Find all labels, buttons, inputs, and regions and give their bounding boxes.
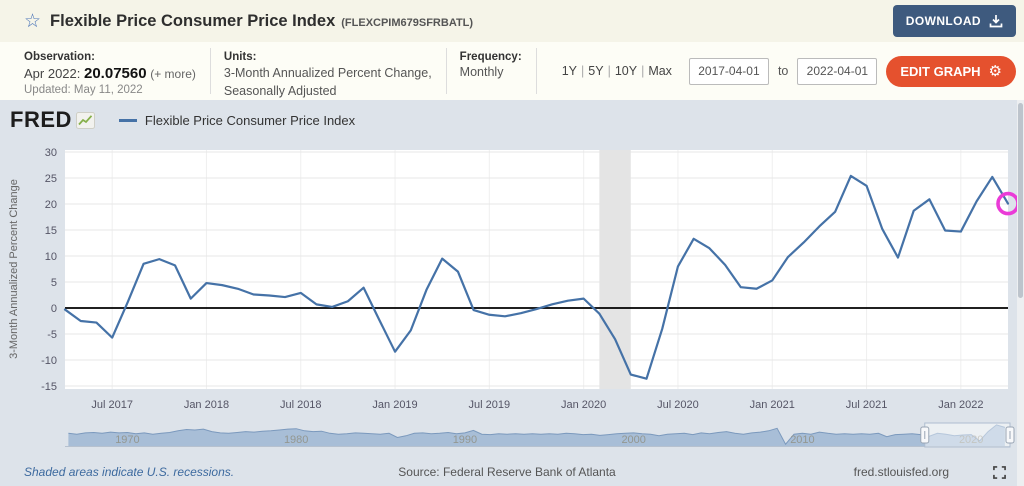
minimap-decade-label: 1990: [453, 434, 477, 446]
x-tick-label: Jan 2019: [372, 399, 417, 411]
date-to-label: to: [777, 64, 789, 78]
series-line: [63, 174, 1010, 380]
units-line1: 3-Month Annualized Percent Change,: [223, 66, 432, 80]
series-title: Flexible Price Consumer Price Index: [50, 11, 336, 30]
y-axis-title: 3-Month Annualized Percent Change: [8, 179, 20, 359]
graph-header-row: FRED Flexible Price Consumer Price Index: [0, 100, 1024, 140]
plot-area: [65, 150, 1008, 389]
series-id: (FLEXCPIM679SFRBATL): [341, 16, 474, 29]
range-separator: |: [641, 64, 645, 78]
minimap-decade-label: 1970: [115, 434, 139, 446]
y-tick-label: 20: [45, 199, 57, 211]
range-selector: 1Y | 5Y | 10Y | Max: [562, 64, 672, 78]
x-tick-label: Jul 2019: [469, 399, 511, 411]
fred-url-link[interactable]: fred.stlouisfed.org: [853, 465, 949, 479]
range-10y[interactable]: 10Y: [614, 64, 638, 78]
date-to-input[interactable]: [797, 57, 878, 85]
frequency-value: Monthly: [459, 65, 504, 79]
observation-block: Observation: Apr 2022: 20.07560 (+ more)…: [24, 48, 211, 96]
y-tick-label: 10: [45, 251, 57, 263]
minimap-selected-range[interactable]: [924, 422, 1011, 448]
graph-toolbar: 1Y|5Y|10Y|Max to EDIT GRAPH ⚙: [562, 48, 1018, 94]
y-tick-label: 25: [45, 173, 57, 185]
units-block: Units: 3-Month Annualized Percent Change…: [223, 48, 447, 98]
observation-updated: Updated: May 11, 2022: [24, 84, 143, 96]
frequency-block: Frequency: Monthly: [460, 48, 537, 94]
recession-band: [599, 150, 631, 389]
range-separator: |: [581, 64, 585, 78]
y-tick-label: 30: [45, 147, 57, 159]
x-tick-label: Jul 2021: [846, 399, 888, 411]
meta-bar: Observation: Apr 2022: 20.07560 (+ more)…: [0, 42, 1024, 100]
y-tick-label: 5: [51, 277, 57, 289]
chart-legend: Flexible Price Consumer Price Index: [118, 112, 356, 128]
units-line2: Seasonally Adjusted: [223, 83, 337, 98]
range-separator: |: [607, 64, 611, 78]
observation-more-link[interactable]: (+ more): [150, 67, 196, 81]
range-5y[interactable]: 5Y: [588, 64, 604, 78]
download-label: DOWNLOAD: [905, 14, 981, 28]
x-tick-label: Jul 2020: [657, 399, 699, 411]
frequency-label: Frequency:: [459, 51, 522, 63]
favorite-star-icon[interactable]: ☆: [24, 10, 42, 32]
download-icon: [989, 15, 1003, 28]
minimap-decade-label: 2010: [790, 434, 814, 446]
scrollbar-thumb[interactable]: [1018, 103, 1023, 298]
graph-section: FRED Flexible Price Consumer Price Index…: [0, 100, 1024, 486]
x-tick-label: Jan 2018: [184, 399, 229, 411]
observation-label: Observation:: [24, 51, 95, 63]
y-tick-label: -10: [41, 355, 57, 367]
page-scrollbar[interactable]: [1017, 100, 1024, 486]
y-tick-label: 0: [51, 303, 57, 315]
fullscreen-icon[interactable]: [993, 465, 1006, 479]
y-tick-label: -15: [41, 381, 57, 393]
x-tick-label: Jan 2021: [750, 399, 795, 411]
fred-logo: FRED: [10, 107, 95, 133]
date-from-input[interactable]: [688, 57, 769, 85]
x-tick-label: Jan 2020: [561, 399, 606, 411]
price-index-chart[interactable]: 30 25 20 15 10 5 0 -5 -10 -15 Jul 2017 Jan 2018 Jul …: [0, 140, 1024, 456]
page-title: Flexible Price Consumer Price Index (FLE…: [50, 12, 473, 31]
fred-logo-chart-icon: [75, 111, 95, 129]
download-button[interactable]: DOWNLOAD: [892, 5, 1016, 37]
range-1y[interactable]: 1Y: [561, 64, 578, 78]
legend-series-name: Flexible Price Consumer Price Index: [144, 112, 356, 128]
fred-logo-text: FRED: [10, 107, 72, 132]
x-tick-label: Jan 2022: [938, 399, 983, 411]
minimap-decade-label: 2020: [959, 434, 983, 446]
recessions-note-link[interactable]: Shaded areas indicate U.S. recessions.: [24, 465, 235, 479]
date-range-slider[interactable]: 1970 1980 1990 2000 2010 2020: [65, 422, 1015, 448]
minimap-decade-label: 2000: [621, 434, 645, 446]
graph-footer: Shaded areas indicate U.S. recessions. S…: [0, 465, 1014, 479]
observation-value: 20.07560: [84, 65, 147, 82]
y-tick-label: -5: [47, 329, 57, 341]
x-tick-label: Jul 2018: [280, 399, 322, 411]
minimap-decade-label: 1980: [284, 434, 308, 446]
y-tick-label: 15: [45, 225, 57, 237]
range-max[interactable]: Max: [648, 64, 672, 78]
units-label: Units:: [223, 51, 257, 63]
edit-graph-button[interactable]: EDIT GRAPH ⚙: [886, 55, 1016, 87]
title-bar: ☆ Flexible Price Consumer Price Index (F…: [0, 0, 1024, 42]
source-label: Source: Federal Reserve Bank of Atlanta: [398, 465, 616, 479]
x-tick-label: Jul 2017: [91, 399, 133, 411]
observation-date: Apr 2022:: [24, 66, 81, 81]
gear-icon: ⚙: [988, 61, 1002, 80]
edit-graph-label: EDIT GRAPH: [900, 63, 981, 79]
legend-line-swatch: [118, 118, 137, 122]
